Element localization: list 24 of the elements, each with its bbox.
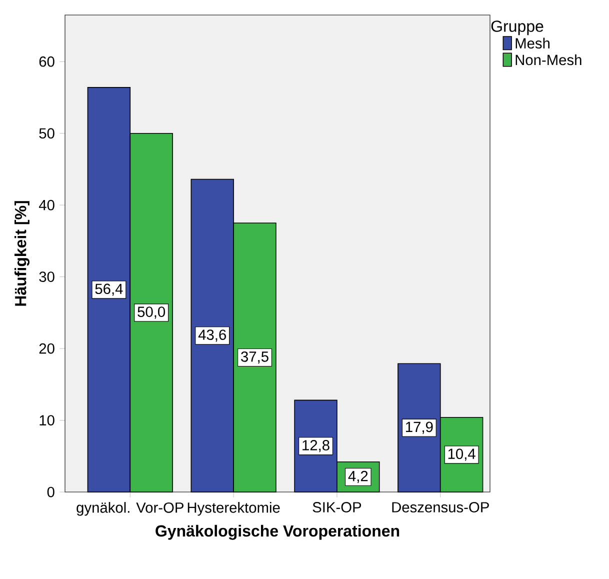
- y-tick-label: 60: [39, 56, 54, 67]
- legend-label: Non-Mesh: [516, 54, 582, 66]
- y-tick-label: 50: [39, 128, 54, 139]
- y-tick-label: 0: [47, 486, 54, 498]
- data-label: 37,5: [241, 351, 268, 364]
- y-tick-label: 30: [39, 272, 54, 282]
- legend-title: Gruppe: [491, 20, 544, 36]
- x-tick-label: Deszensus-OP: [392, 502, 489, 512]
- data-label: 50,0: [138, 306, 166, 319]
- x-tick-label: Hysterektomie: [188, 502, 280, 516]
- data-label: 17,9: [406, 422, 433, 434]
- x-tick-label: SIK-OP: [312, 502, 362, 512]
- data-label: 56,4: [95, 284, 123, 296]
- data-label: 43,6: [198, 330, 226, 342]
- x-axis-title: Gynäkologische Voroperationen: [156, 524, 400, 540]
- data-label: 12,8: [302, 440, 330, 452]
- y-tick-label: 40: [38, 200, 54, 210]
- data-label: 4,2: [348, 470, 368, 483]
- data-label: 10,4: [448, 448, 476, 461]
- legend-label: Mesh: [516, 38, 550, 49]
- x-tick-label: gynäkol. Vor-OP: [76, 502, 184, 516]
- y-tick-label: 20: [39, 343, 54, 354]
- y-tick-label: 10: [40, 415, 54, 426]
- y-axis-title: Häufigkeit [%]: [14, 201, 30, 306]
